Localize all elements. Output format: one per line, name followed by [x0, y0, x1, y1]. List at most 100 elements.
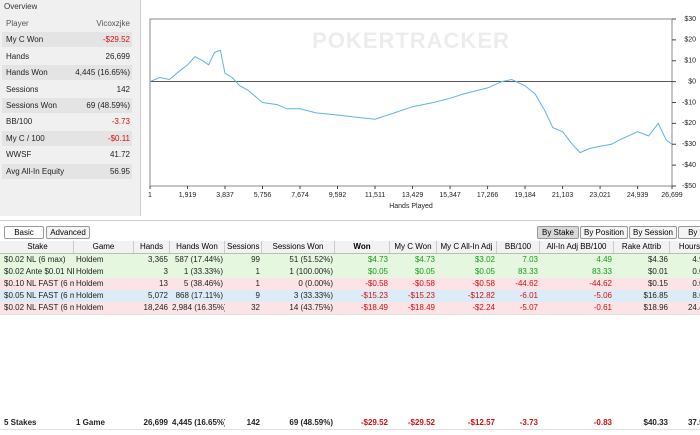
- cell: 0 (0.00%): [298, 279, 333, 288]
- cell: 51 (51.52%): [289, 255, 333, 264]
- x-tick-label: 5,756: [254, 192, 272, 199]
- column-header[interactable]: Sessions: [225, 241, 262, 253]
- total-row: 5 Stakes 1 Game 26,699 4,445 (16.65%) 142 69 …: [0, 417, 700, 430]
- x-tick-label: 19,184: [514, 192, 536, 199]
- cell: 3 (33.33%): [293, 291, 333, 300]
- cell: -3.73: [519, 418, 538, 427]
- overview-title: Overview: [4, 2, 38, 11]
- column-header[interactable]: Won: [335, 241, 390, 253]
- cell: -44.62: [515, 279, 538, 288]
- cell: Holdem: [76, 255, 104, 264]
- stat-value: 41.72: [109, 150, 130, 160]
- stat-value: 56.95: [109, 166, 130, 176]
- column-header[interactable]: My C All-In Adj: [437, 241, 497, 253]
- cell: -$29.52: [360, 418, 388, 427]
- tab[interactable]: By Session: [629, 226, 677, 239]
- cell: -$18.49: [407, 303, 435, 312]
- stat-value: 69 (48.59%): [86, 101, 130, 110]
- plot-area: [149, 18, 673, 187]
- overview-list: Player Vicoxzjke My C Won -$29.52 Hands 26,69…: [2, 16, 132, 186]
- column-header[interactable]: Hands Won: [170, 241, 225, 253]
- overview-row: WWSF 41.72: [2, 147, 132, 163]
- cell: -$0.58: [365, 279, 388, 288]
- chart: POKERTRACKER $30 $20 $10 $0 -$10 -$20 -$30 -$40 -…: [148, 16, 696, 210]
- x-tick-label: 26,699: [661, 192, 683, 199]
- cell: 14 (43.75%): [289, 303, 333, 312]
- cell: $0.05 NL FAST (6 ma: [4, 291, 74, 300]
- stat-name: WWSF: [6, 150, 32, 160]
- table-row[interactable]: $0.05 NL FAST (6 ma Holdem 5,072 868 (17.11…: [0, 290, 700, 303]
- cell: $0.05: [474, 267, 495, 276]
- stat-value: Vicoxzjke: [96, 19, 130, 28]
- column-header[interactable]: Stake: [2, 241, 74, 253]
- cell: $3.02: [474, 255, 495, 264]
- cell: 1 (100.00%): [289, 267, 333, 276]
- splitter[interactable]: [0, 220, 700, 223]
- cell: 99: [251, 255, 260, 264]
- stat-value: 4,445 (16.65%): [75, 68, 130, 78]
- cell: $4.73: [414, 255, 435, 264]
- stat-name: Hands Won: [6, 68, 48, 78]
- y-tick-label: -$20: [682, 120, 696, 127]
- tab[interactable]: Basic: [4, 226, 44, 239]
- cell: $0.01: [647, 267, 668, 276]
- cell: 69 (48.59%): [289, 418, 333, 427]
- cell: -$15.23: [360, 291, 388, 300]
- tab[interactable]: Advanced: [46, 226, 90, 239]
- stat-name: Sessions Won: [6, 101, 57, 110]
- cell: 26,699: [143, 418, 168, 427]
- cell: $0.05: [414, 267, 435, 276]
- table-header: Stake Game Hands Hands Won Sessions Sessions …: [0, 241, 700, 254]
- cell: 1: [255, 279, 260, 288]
- table-row[interactable]: $0.02 NL FAST (6 ma Holdem 18,246 2,984 (16…: [0, 302, 700, 315]
- overview-row: Hands 26,699: [2, 48, 132, 64]
- x-tick-label: 24,939: [627, 192, 649, 199]
- cell: -$0.58: [412, 279, 435, 288]
- cell: 3,365: [147, 255, 168, 264]
- x-tick-label: 17,266: [477, 192, 499, 199]
- cell: 1: [255, 267, 260, 276]
- column-header[interactable]: Sessions Won: [262, 241, 335, 253]
- column-header[interactable]: BB/100: [497, 241, 540, 253]
- cell: 868 (17.11%): [175, 291, 223, 300]
- stat-value: -3.73: [111, 117, 130, 127]
- x-tick-label: 9,592: [329, 192, 347, 199]
- cell: $0.15: [647, 279, 668, 288]
- column-header[interactable]: Rake Attrib: [614, 241, 670, 253]
- cell: 1 (33.33%): [183, 267, 223, 276]
- overview-row: My C Won -$29.52: [2, 32, 132, 48]
- stat-value: 142: [116, 84, 130, 94]
- x-tick-label: 11,511: [365, 192, 385, 199]
- overview-row: Avg All-In Equity 56.95: [2, 163, 132, 179]
- column-header[interactable]: Game: [74, 241, 134, 253]
- column-header[interactable]: My C Won: [390, 241, 437, 253]
- cell: 4.97: [692, 255, 700, 264]
- cell: 83.33: [591, 267, 612, 276]
- column-header[interactable]: All-In Adj BB/100: [540, 241, 614, 253]
- cell: 0.03: [692, 267, 700, 276]
- cell: Holdem: [76, 291, 104, 300]
- cell: -$12.57: [467, 418, 495, 427]
- cell: 4,445 (16.65%): [172, 418, 225, 427]
- y-tick-label: $0: [688, 78, 696, 85]
- x-tick-label: 7,674: [291, 192, 309, 199]
- overview-row: Sessions 142: [2, 81, 132, 97]
- cell: 587 (17.44%): [174, 255, 223, 264]
- cell: 7.03: [522, 255, 538, 264]
- tab[interactable]: By Da: [678, 226, 700, 239]
- cell: -5.06: [593, 291, 612, 300]
- column-header[interactable]: Hours: [670, 241, 700, 253]
- cell: $0.10 NL FAST (6 ma: [4, 279, 74, 288]
- cell: 1 Game: [76, 418, 105, 427]
- cell: $0.05: [367, 267, 388, 276]
- cell: 18,246: [143, 303, 168, 312]
- cell: -$18.49: [360, 303, 388, 312]
- cell: -$2.24: [472, 303, 495, 312]
- cell: 83.33: [517, 267, 538, 276]
- tab[interactable]: By Stake: [537, 226, 579, 239]
- column-header[interactable]: Hands: [134, 241, 170, 253]
- tab[interactable]: By Position: [580, 226, 628, 239]
- cell: $0.02 NL (6 max): [4, 255, 66, 264]
- cell: -$29.52: [407, 418, 435, 427]
- cell: $0.02 NL FAST (6 ma: [4, 303, 74, 312]
